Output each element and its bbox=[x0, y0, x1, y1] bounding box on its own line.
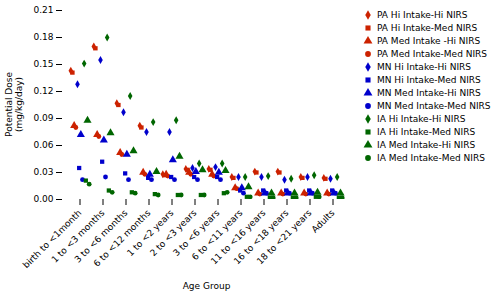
html-text:MN Med Intake-Hi NIRS: MN Med Intake-Hi NIRS bbox=[377, 87, 481, 98]
svg-text:6 to <12 months: 6 to <12 months bbox=[91, 207, 153, 269]
svg-text:0.21: 0.21 bbox=[33, 5, 53, 15]
html-text:IA Med Intake-Med NIRS: IA Med Intake-Med NIRS bbox=[377, 152, 485, 163]
html-text:PA Med Intake -Hi NIRS: PA Med Intake -Hi NIRS bbox=[377, 35, 481, 46]
svg-text:0.03: 0.03 bbox=[33, 167, 53, 177]
svg-text:0.15: 0.15 bbox=[33, 59, 53, 69]
svg-text:Potential Dose(mg/kg/day): Potential Dose(mg/kg/day) bbox=[4, 72, 24, 137]
svg-text:0.18: 0.18 bbox=[33, 32, 53, 42]
svg-text:18 to <21 years: 18 to <21 years bbox=[255, 207, 314, 266]
svg-text:0.12: 0.12 bbox=[33, 86, 53, 96]
svg-text:0.09: 0.09 bbox=[33, 113, 53, 123]
svg-text:6 to <11 years: 6 to <11 years bbox=[189, 207, 245, 263]
html-text:MN Hi Intake-Hi NIRS: MN Hi Intake-Hi NIRS bbox=[377, 61, 472, 72]
svg-text:birth to <1month: birth to <1month bbox=[20, 207, 84, 271]
html-text:IA Hi Intake-Med NIRS: IA Hi Intake-Med NIRS bbox=[377, 126, 476, 137]
html-text:IA Hi Intake-Hi NIRS: IA Hi Intake-Hi NIRS bbox=[377, 113, 466, 124]
html-text:IA Med Intake-Hi NIRS: IA Med Intake-Hi NIRS bbox=[377, 139, 476, 150]
svg-text:Adults: Adults bbox=[309, 207, 336, 234]
svg-text:1 to <3 months: 1 to <3 months bbox=[49, 207, 107, 265]
html-text:PA Hi Intake-Med NIRS: PA Hi Intake-Med NIRS bbox=[377, 22, 478, 33]
svg-text:16 to <18 years: 16 to <18 years bbox=[231, 207, 291, 267]
svg-text:Age Group: Age Group bbox=[183, 281, 231, 291]
svg-text:0.00: 0.00 bbox=[33, 194, 53, 204]
svg-text:1 to <2 years: 1 to <2 years bbox=[125, 207, 176, 259]
svg-text:3 to <6 years: 3 to <6 years bbox=[171, 207, 222, 259]
html-text:PA Hi Intake-Hi NIRS: PA Hi Intake-Hi NIRS bbox=[377, 9, 468, 20]
html-text:MN Med Intake-Med NIRS: MN Med Intake-Med NIRS bbox=[377, 100, 491, 111]
svg-text:2 to <3 years: 2 to <3 years bbox=[148, 207, 199, 259]
svg-text:3 to <6 months: 3 to <6 months bbox=[72, 207, 130, 265]
svg-text:0.06: 0.06 bbox=[33, 140, 53, 150]
html-text:PA Med Intake-Med NIRS: PA Med Intake-Med NIRS bbox=[377, 48, 488, 59]
html-text:MN Hi Intake-Med NIRS: MN Hi Intake-Med NIRS bbox=[377, 74, 481, 85]
svg-text:11 to <16 years: 11 to <16 years bbox=[208, 207, 268, 267]
